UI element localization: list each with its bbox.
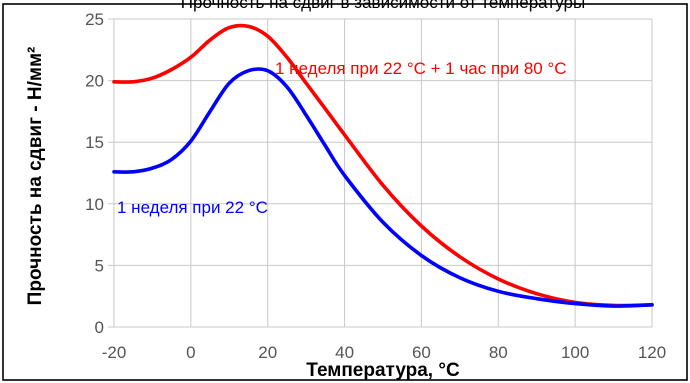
x-tick-label: 40 [335, 343, 354, 362]
y-tick-label: 25 [85, 10, 104, 29]
x-axis-title: Температура, °C [306, 360, 460, 381]
y-tick-label: 10 [85, 195, 104, 214]
x-tick-label: 120 [638, 343, 666, 362]
series-lines [112, 23, 654, 308]
x-tick-label: 60 [412, 343, 431, 362]
tick-labels: -20 0 20 40 60 80 100 120 0 5 10 15 20 25 [85, 10, 666, 362]
y-tick-label: 0 [95, 318, 104, 337]
y-tick-label: 5 [95, 256, 104, 275]
chart-frame [2, 3, 688, 381]
x-tick-label: 0 [186, 343, 195, 362]
x-tick-label: 100 [561, 343, 589, 362]
series-labels: 1 неделя при 22 °C + 1 час при 80 °C 1 не… [117, 59, 567, 217]
y-tick-label: 15 [85, 133, 104, 152]
series-label-blue: 1 неделя при 22 °C [117, 198, 268, 217]
x-tick-label: 80 [489, 343, 508, 362]
y-axis-title: Прочность на сдвиг - Н/мм² [25, 47, 46, 306]
grid [108, 18, 653, 328]
series-line-blue [112, 67, 654, 308]
y-tick-label: 20 [85, 72, 104, 91]
chart-title: Прочность на сдвиг в зависимости от темп… [181, 0, 585, 12]
x-tick-label: 20 [258, 343, 277, 362]
series-line-red [112, 23, 654, 308]
x-tick-label: -20 [102, 343, 127, 362]
series-label-red: 1 неделя при 22 °C + 1 час при 80 °C [275, 59, 567, 78]
